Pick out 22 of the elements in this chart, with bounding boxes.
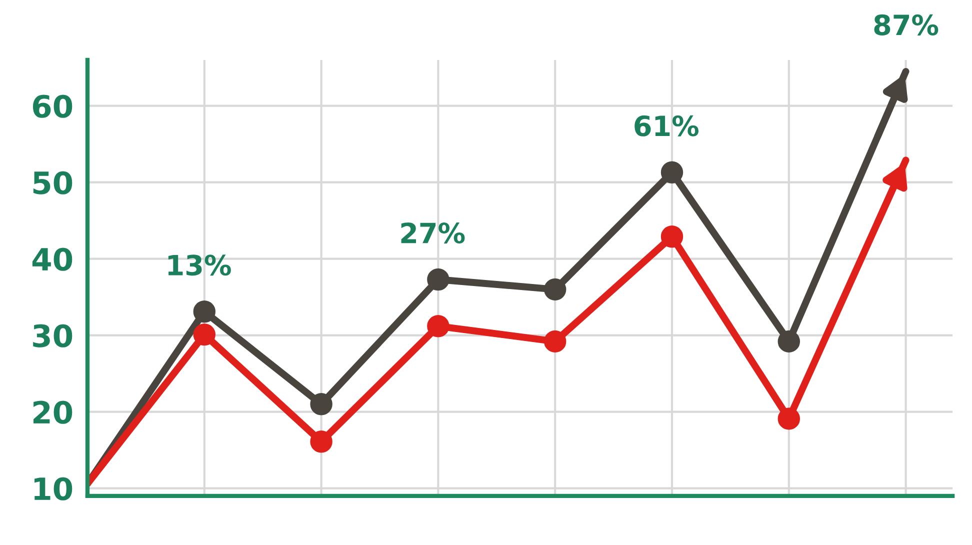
- point: [310, 430, 332, 453]
- point: [544, 278, 566, 301]
- point: [193, 300, 216, 323]
- y-tick-label: 40: [32, 248, 72, 271]
- y-tick-label: 30: [33, 324, 72, 348]
- point: [544, 330, 566, 353]
- annotation: 61%: [634, 115, 699, 136]
- y-tick-label: 60: [32, 94, 72, 118]
- y-tick-label: 20: [33, 400, 72, 424]
- point: [660, 161, 684, 184]
- annotation: 27%: [401, 222, 465, 244]
- point: [193, 323, 216, 346]
- y-tick-label: 50: [33, 171, 72, 194]
- point: [427, 268, 450, 291]
- point: [660, 226, 684, 248]
- point: [778, 408, 800, 430]
- y-tick-label: 10: [34, 477, 72, 500]
- text: 87%: [874, 14, 938, 36]
- point: [310, 393, 332, 416]
- point: [427, 315, 450, 338]
- annotation: 13%: [168, 254, 231, 276]
- point: [778, 330, 800, 353]
